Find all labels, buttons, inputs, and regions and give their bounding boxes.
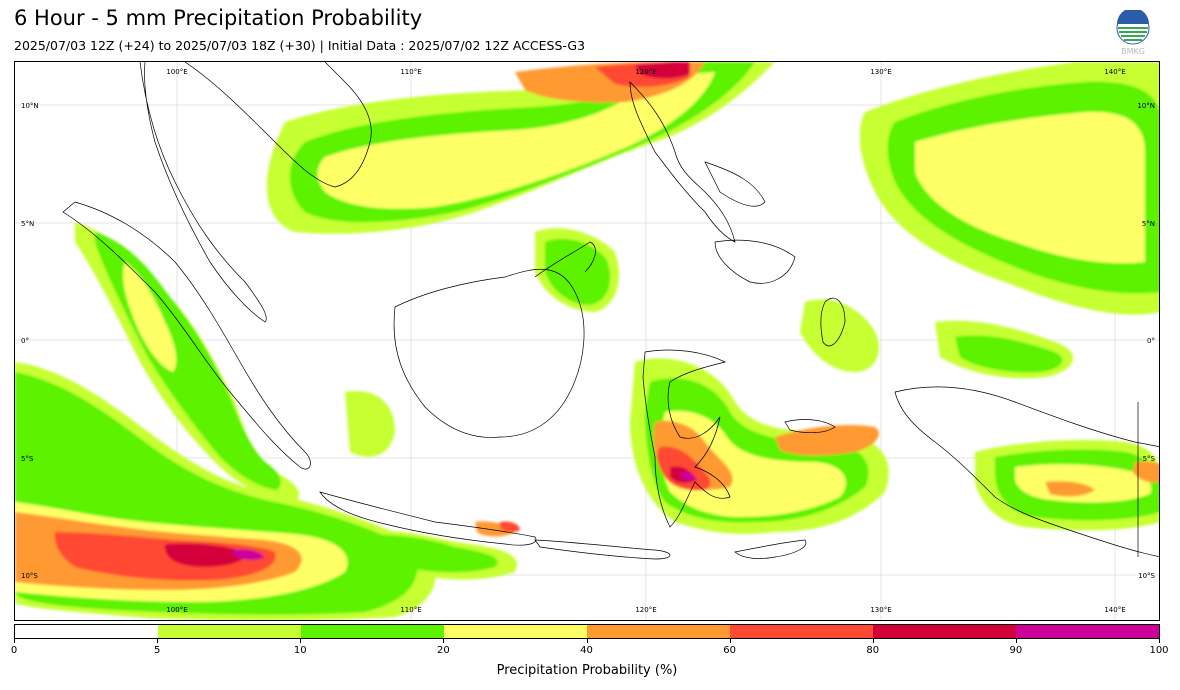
colorbar-tick-mark (14, 639, 15, 643)
bmkg-logo: BMKG (1114, 8, 1152, 56)
lon-label-140-bottom: 140°E (1104, 606, 1125, 614)
precipitation-map[interactable]: 100°E 110°E 120°E 130°E 140°E 100°E 110°… (14, 61, 1160, 621)
colorbar-tick-label: 100 (1149, 645, 1169, 656)
lat-label-5s-right: 5°S (1143, 455, 1156, 463)
lat-label-0-right: 0° (1147, 337, 1155, 345)
colorbar-tick-mark (1159, 639, 1160, 643)
colorbar-tick-mark (586, 639, 588, 643)
colorbar-segment-1 (158, 625, 301, 638)
lat-label-10s-right: 10°S (1138, 572, 1155, 580)
colorbar-segment-2 (301, 625, 444, 638)
lon-label-130-top: 130°E (870, 68, 891, 76)
lat-label-10n-left: 10°N (21, 102, 39, 110)
lon-label-100-top: 100°E (166, 68, 187, 76)
lon-label-100-bottom: 100°E (166, 606, 187, 614)
colorbar-tick-label: 80 (866, 645, 880, 656)
colorbar-segment-6 (873, 625, 1016, 638)
lat-label-10s-left: 10°S (21, 572, 38, 580)
colorbar-segment-5 (730, 625, 873, 638)
map-title: 6 Hour - 5 mm Precipitation Probability (14, 6, 423, 30)
colorbar (14, 624, 1160, 639)
colorbar-tick-label: 0 (10, 645, 18, 656)
lat-label-5n-left: 5°N (21, 220, 34, 228)
colorbar-segment-0 (15, 625, 158, 638)
precipitation-fields (15, 62, 1159, 620)
colorbar-tick-label: 40 (580, 645, 593, 656)
colorbar-tick-mark (157, 639, 159, 643)
lon-label-140-top: 140°E (1104, 68, 1125, 76)
lon-label-110-bottom: 110°E (400, 606, 421, 614)
colorbar-tick-label: 10 (293, 645, 307, 656)
map-tick-labels: 100°E 110°E 120°E 130°E 140°E 100°E 110°… (21, 68, 1156, 614)
colorbar-tick-label: 5 (153, 645, 161, 656)
lon-label-120-top: 120°E (635, 68, 656, 76)
lat-label-10n-right: 10°N (1137, 102, 1155, 110)
colorbar-segment-3 (444, 625, 587, 638)
colorbar-tick-mark (729, 639, 731, 643)
colorbar-tick-mark (300, 639, 302, 643)
lon-label-120-bottom: 120°E (635, 606, 656, 614)
lat-label-0-left: 0° (21, 337, 29, 345)
lat-label-5n-right: 5°N (1142, 220, 1155, 228)
colorbar-tick-mark (443, 639, 445, 643)
colorbar-tick-mark (872, 639, 874, 643)
colorbar-tick-label: 90 (1009, 645, 1023, 656)
colorbar-segment-4 (587, 625, 730, 638)
coastlines (62, 62, 1159, 560)
colorbar-tick-label: 60 (723, 645, 736, 656)
lon-label-110-top: 110°E (400, 68, 421, 76)
logo-text: BMKG (1121, 47, 1145, 56)
colorbar-label: Precipitation Probability (%) (496, 663, 678, 678)
lat-label-5s-left: 5°S (21, 455, 34, 463)
lon-label-130-bottom: 130°E (870, 606, 891, 614)
colorbar-tick-label: 20 (437, 645, 450, 656)
map-subtitle: 2025/07/03 12Z (+24) to 2025/07/03 18Z (… (14, 38, 586, 53)
colorbar-segment-7 (1016, 625, 1159, 638)
colorbar-tick-mark (1015, 639, 1017, 643)
